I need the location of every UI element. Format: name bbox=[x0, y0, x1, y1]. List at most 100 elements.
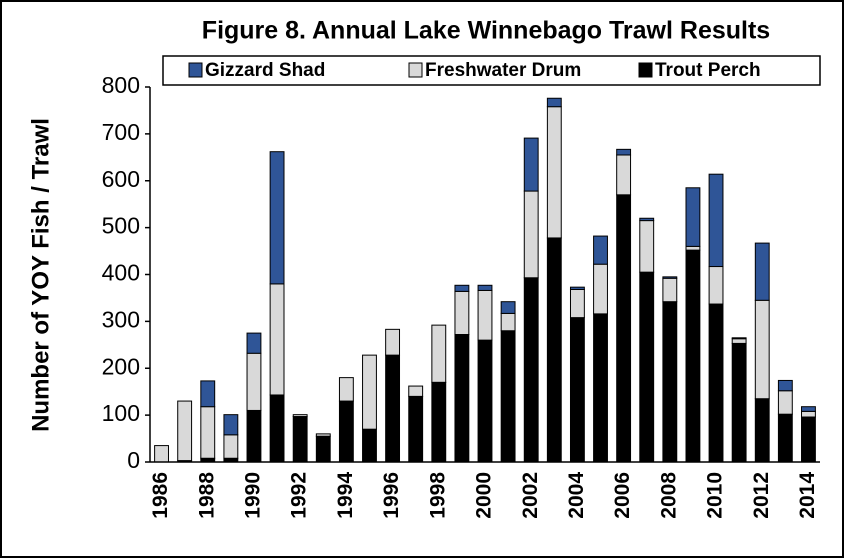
x-tick-label: 1994 bbox=[334, 472, 357, 519]
y-tick-label: 400 bbox=[102, 260, 140, 286]
bar-segment bbox=[269, 394, 285, 463]
bar-segment bbox=[777, 413, 793, 463]
legend-swatch bbox=[638, 62, 653, 78]
bar-segment bbox=[177, 400, 193, 462]
bar-segment bbox=[408, 395, 424, 463]
bar-segment bbox=[338, 400, 354, 463]
bar-segment bbox=[523, 277, 539, 463]
bar-segment bbox=[431, 381, 447, 463]
bar-segment bbox=[685, 249, 701, 463]
x-tick-label: 1998 bbox=[426, 472, 449, 519]
bar-segment bbox=[246, 332, 262, 354]
bar-segment bbox=[685, 245, 701, 251]
bar-segment bbox=[593, 235, 608, 265]
bar-segment bbox=[454, 290, 470, 335]
x-tick-label: 2010 bbox=[704, 472, 727, 519]
chart-title: Figure 8. Annual Lake Winnebago Trawl Re… bbox=[202, 17, 770, 45]
x-tick-label: 1988 bbox=[195, 472, 218, 519]
x-tick-label: 1996 bbox=[380, 472, 403, 519]
bar-segment bbox=[708, 266, 724, 305]
x-tick-label: 2006 bbox=[611, 472, 634, 519]
bar-segment bbox=[338, 377, 354, 402]
bar-segment bbox=[385, 328, 401, 356]
bar-segment bbox=[777, 390, 793, 415]
bar-segment bbox=[639, 220, 655, 273]
bar-segment bbox=[246, 409, 262, 463]
bar-segment bbox=[546, 97, 562, 108]
bar-segment bbox=[477, 339, 493, 463]
bar-segment bbox=[708, 303, 724, 463]
bar-segment bbox=[269, 283, 285, 396]
bar-segment bbox=[500, 301, 516, 314]
y-tick-label: 200 bbox=[102, 353, 140, 379]
bar-segment bbox=[593, 263, 608, 315]
bar-segment bbox=[500, 312, 516, 332]
bar-segment bbox=[362, 428, 377, 463]
x-tick-label: 2014 bbox=[796, 472, 819, 519]
bar-segment bbox=[616, 154, 632, 196]
bar-segment bbox=[801, 416, 816, 463]
legend-swatch bbox=[408, 62, 423, 78]
x-tick-label: 2012 bbox=[750, 472, 773, 519]
y-tick-label: 300 bbox=[102, 306, 140, 332]
x-tick-label: 1990 bbox=[242, 472, 265, 519]
bar-segment bbox=[569, 317, 585, 463]
x-tick-label: 1992 bbox=[288, 472, 311, 519]
bar-segment bbox=[315, 433, 331, 437]
y-tick-label: 0 bbox=[127, 447, 140, 473]
bar-segment bbox=[454, 284, 470, 292]
bar-segment bbox=[200, 406, 216, 459]
legend-swatch bbox=[188, 62, 203, 78]
legend-label: Trout Perch bbox=[655, 60, 761, 81]
bar-segment bbox=[685, 187, 701, 247]
bar-segment bbox=[777, 379, 793, 392]
bar-segment bbox=[569, 286, 585, 290]
bar-segment bbox=[662, 276, 678, 279]
bar-segment bbox=[315, 435, 331, 463]
y-tick-label: 100 bbox=[102, 400, 140, 426]
y-tick-label: 700 bbox=[102, 119, 140, 145]
bar-segment bbox=[662, 301, 678, 463]
bar-segment bbox=[223, 434, 239, 459]
x-tick-label: 2002 bbox=[519, 472, 542, 519]
bar-segment bbox=[593, 313, 608, 463]
bar-segment bbox=[616, 194, 632, 463]
legend-label: Freshwater Drum bbox=[425, 60, 581, 81]
bar-segment bbox=[431, 324, 447, 383]
bar-segment bbox=[639, 271, 655, 463]
x-tick-label: 2000 bbox=[473, 472, 496, 519]
bar-segment bbox=[500, 330, 516, 463]
bar-segment bbox=[754, 299, 770, 400]
bar-segment bbox=[477, 289, 493, 341]
legend-label: Gizzard Shad bbox=[205, 60, 325, 81]
bar-segment bbox=[731, 338, 747, 344]
bar-segment bbox=[269, 151, 285, 285]
bar-segment bbox=[292, 414, 308, 418]
bar-segment bbox=[523, 190, 539, 279]
bar-segment bbox=[292, 416, 308, 463]
bar-segment bbox=[246, 352, 262, 411]
bar-segment bbox=[662, 277, 678, 303]
bar-segment bbox=[154, 445, 169, 463]
bar-segment bbox=[477, 284, 493, 291]
bar-segment bbox=[801, 406, 816, 412]
bar-segment bbox=[385, 354, 401, 463]
bar-segment bbox=[731, 337, 747, 340]
y-tick-label: 600 bbox=[102, 166, 140, 192]
bar-segment bbox=[223, 414, 239, 436]
bar-segment bbox=[754, 242, 770, 301]
bar-segment bbox=[200, 380, 216, 408]
x-tick-label: 1986 bbox=[149, 472, 172, 519]
legend bbox=[162, 55, 821, 86]
bar-segment bbox=[546, 106, 562, 239]
bar-segment bbox=[639, 217, 655, 222]
bar-segment bbox=[408, 385, 424, 397]
bar-segment bbox=[362, 354, 377, 430]
bar-segment bbox=[731, 342, 747, 463]
bar-segment bbox=[801, 410, 816, 418]
bar-segment bbox=[616, 148, 632, 156]
bar-segment bbox=[546, 237, 562, 463]
x-tick-label: 2008 bbox=[657, 472, 680, 519]
